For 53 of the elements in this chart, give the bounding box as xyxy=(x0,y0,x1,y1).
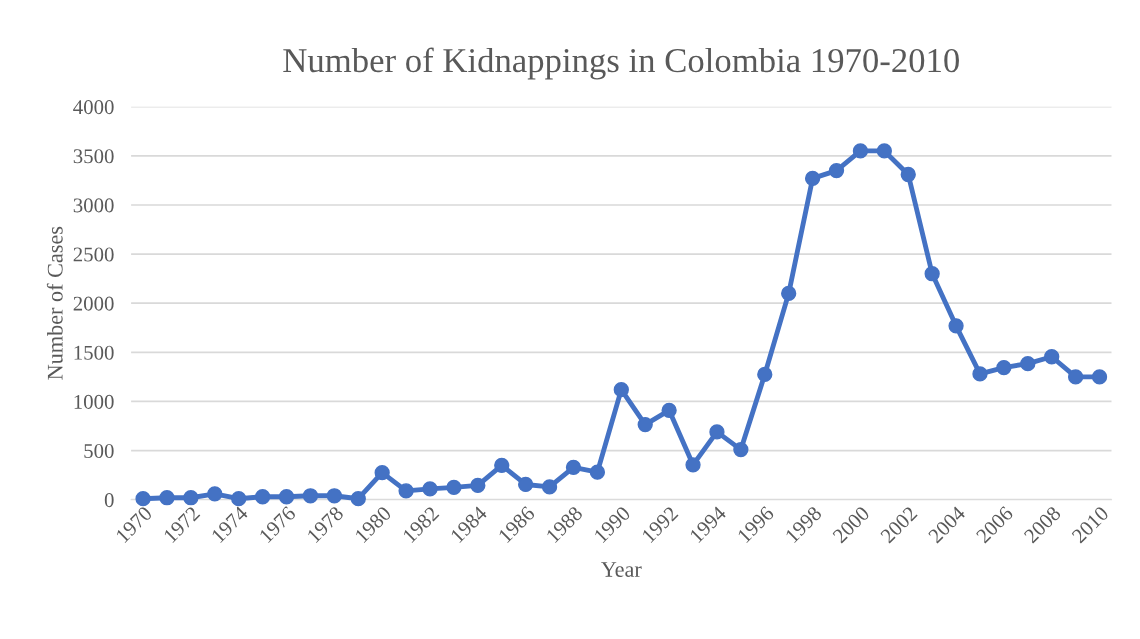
point xyxy=(302,488,319,504)
point xyxy=(207,486,223,502)
point xyxy=(1020,355,1036,372)
point xyxy=(804,170,821,187)
point xyxy=(613,382,629,398)
point xyxy=(876,143,892,159)
point xyxy=(685,457,701,473)
point xyxy=(900,166,916,183)
x-axis-title: Year xyxy=(601,562,642,577)
point xyxy=(541,479,558,495)
point xyxy=(828,162,845,179)
point xyxy=(159,490,175,506)
y-tick-label: 0 xyxy=(104,493,114,508)
point xyxy=(494,457,510,473)
chart-title: Number of Kidnappings in Colombia 1970-2010 xyxy=(283,47,959,80)
point xyxy=(565,459,582,475)
y-tick-label: 500 xyxy=(84,443,114,459)
point xyxy=(733,441,749,458)
point xyxy=(470,477,486,494)
point xyxy=(326,488,342,504)
point xyxy=(350,491,366,507)
point xyxy=(422,481,438,497)
y-tick-label: 3500 xyxy=(73,149,114,164)
y-tick-label: 2000 xyxy=(73,296,114,311)
y-tick-label: 1000 xyxy=(74,394,114,409)
y-tick-label: 4000 xyxy=(73,100,114,115)
point xyxy=(278,489,295,505)
point xyxy=(781,285,797,302)
point xyxy=(446,479,462,496)
point xyxy=(972,366,988,382)
point xyxy=(1091,369,1108,385)
point xyxy=(852,143,869,159)
point xyxy=(996,359,1012,376)
point xyxy=(374,465,390,481)
point xyxy=(398,483,414,499)
point xyxy=(637,416,653,433)
y-axis-title: Number of Cases xyxy=(46,226,63,380)
point xyxy=(231,491,247,507)
point xyxy=(1067,369,1084,385)
point xyxy=(757,366,773,383)
y-tick-label: 3000 xyxy=(73,198,114,213)
point xyxy=(135,491,151,507)
point xyxy=(518,476,534,493)
point xyxy=(709,424,725,440)
y-tick-label: 2500 xyxy=(73,247,114,262)
point xyxy=(661,402,677,418)
point xyxy=(924,266,940,282)
point xyxy=(948,318,964,334)
point xyxy=(183,490,199,506)
point xyxy=(254,489,271,505)
y-tick-label: 1500 xyxy=(74,345,114,360)
point xyxy=(1044,349,1060,365)
point xyxy=(589,464,606,480)
